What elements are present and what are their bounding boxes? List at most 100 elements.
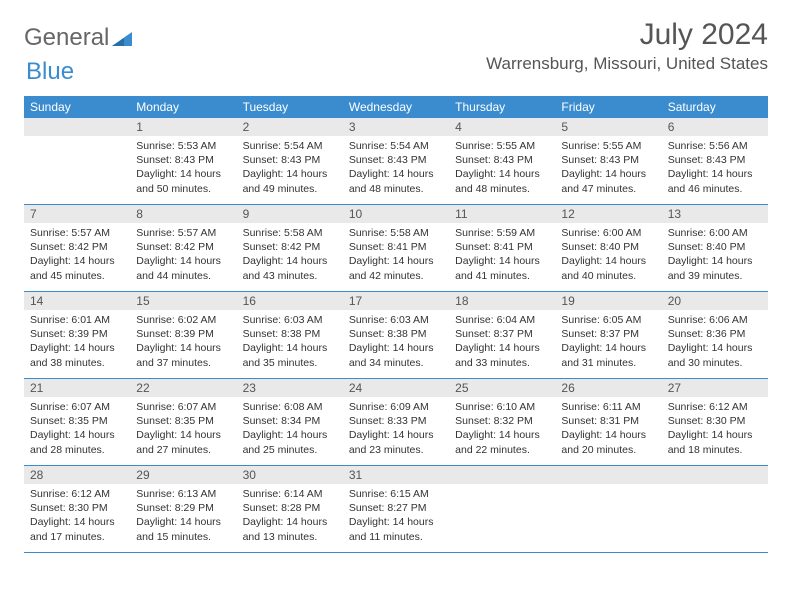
date-number: 10 [343, 205, 449, 223]
day-cell: 26Sunrise: 6:11 AMSunset: 8:31 PMDayligh… [555, 379, 661, 465]
date-number: 9 [237, 205, 343, 223]
date-number: 4 [449, 118, 555, 136]
day-cell: 29Sunrise: 6:13 AMSunset: 8:29 PMDayligh… [130, 466, 236, 552]
date-number: 24 [343, 379, 449, 397]
weeks-container: 1Sunrise: 5:53 AMSunset: 8:43 PMDaylight… [24, 118, 768, 553]
empty-cell [555, 466, 661, 552]
day-cell: 22Sunrise: 6:07 AMSunset: 8:35 PMDayligh… [130, 379, 236, 465]
day-details [555, 484, 661, 544]
day-cell: 9Sunrise: 5:58 AMSunset: 8:42 PMDaylight… [237, 205, 343, 291]
empty-cell [449, 466, 555, 552]
day-details: Sunrise: 6:14 AMSunset: 8:28 PMDaylight:… [237, 484, 343, 550]
date-number: 20 [662, 292, 768, 310]
day-header-cell: Sunday [24, 96, 130, 118]
date-number: 2 [237, 118, 343, 136]
brand-text-2: Blue [26, 58, 74, 85]
date-number: 27 [662, 379, 768, 397]
date-number: 17 [343, 292, 449, 310]
calendar-grid: SundayMondayTuesdayWednesdayThursdayFrid… [24, 96, 768, 553]
week-row: 1Sunrise: 5:53 AMSunset: 8:43 PMDaylight… [24, 118, 768, 205]
day-header-row: SundayMondayTuesdayWednesdayThursdayFrid… [24, 96, 768, 118]
day-cell: 3Sunrise: 5:54 AMSunset: 8:43 PMDaylight… [343, 118, 449, 204]
date-number [24, 118, 130, 136]
day-details: Sunrise: 6:12 AMSunset: 8:30 PMDaylight:… [662, 397, 768, 463]
day-cell: 16Sunrise: 6:03 AMSunset: 8:38 PMDayligh… [237, 292, 343, 378]
day-details: Sunrise: 6:08 AMSunset: 8:34 PMDaylight:… [237, 397, 343, 463]
day-cell: 13Sunrise: 6:00 AMSunset: 8:40 PMDayligh… [662, 205, 768, 291]
day-details: Sunrise: 5:56 AMSunset: 8:43 PMDaylight:… [662, 136, 768, 202]
date-number: 29 [130, 466, 236, 484]
day-cell: 30Sunrise: 6:14 AMSunset: 8:28 PMDayligh… [237, 466, 343, 552]
day-header-cell: Wednesday [343, 96, 449, 118]
day-details: Sunrise: 6:13 AMSunset: 8:29 PMDaylight:… [130, 484, 236, 550]
date-number: 15 [130, 292, 236, 310]
date-number: 23 [237, 379, 343, 397]
day-cell: 1Sunrise: 5:53 AMSunset: 8:43 PMDaylight… [130, 118, 236, 204]
day-details: Sunrise: 6:00 AMSunset: 8:40 PMDaylight:… [662, 223, 768, 289]
week-row: 7Sunrise: 5:57 AMSunset: 8:42 PMDaylight… [24, 205, 768, 292]
day-details: Sunrise: 5:58 AMSunset: 8:41 PMDaylight:… [343, 223, 449, 289]
day-details: Sunrise: 5:54 AMSunset: 8:43 PMDaylight:… [343, 136, 449, 202]
day-details: Sunrise: 6:09 AMSunset: 8:33 PMDaylight:… [343, 397, 449, 463]
week-row: 28Sunrise: 6:12 AMSunset: 8:30 PMDayligh… [24, 466, 768, 553]
day-details: Sunrise: 6:12 AMSunset: 8:30 PMDaylight:… [24, 484, 130, 550]
day-details: Sunrise: 5:55 AMSunset: 8:43 PMDaylight:… [555, 136, 661, 202]
day-details: Sunrise: 5:58 AMSunset: 8:42 PMDaylight:… [237, 223, 343, 289]
day-details: Sunrise: 5:53 AMSunset: 8:43 PMDaylight:… [130, 136, 236, 202]
day-details: Sunrise: 5:57 AMSunset: 8:42 PMDaylight:… [130, 223, 236, 289]
date-number: 5 [555, 118, 661, 136]
date-number: 13 [662, 205, 768, 223]
empty-cell [24, 118, 130, 204]
day-details: Sunrise: 5:55 AMSunset: 8:43 PMDaylight:… [449, 136, 555, 202]
day-header-cell: Thursday [449, 96, 555, 118]
date-number: 7 [24, 205, 130, 223]
day-details [449, 484, 555, 544]
day-details: Sunrise: 5:54 AMSunset: 8:43 PMDaylight:… [237, 136, 343, 202]
day-details: Sunrise: 6:11 AMSunset: 8:31 PMDaylight:… [555, 397, 661, 463]
date-number: 12 [555, 205, 661, 223]
day-details: Sunrise: 6:02 AMSunset: 8:39 PMDaylight:… [130, 310, 236, 376]
date-number: 16 [237, 292, 343, 310]
date-number: 21 [24, 379, 130, 397]
date-number [555, 466, 661, 484]
brand-text-1: General [24, 24, 109, 52]
day-cell: 19Sunrise: 6:05 AMSunset: 8:37 PMDayligh… [555, 292, 661, 378]
day-cell: 12Sunrise: 6:00 AMSunset: 8:40 PMDayligh… [555, 205, 661, 291]
day-details: Sunrise: 6:03 AMSunset: 8:38 PMDaylight:… [237, 310, 343, 376]
date-number: 8 [130, 205, 236, 223]
brand-logo: General [24, 18, 133, 52]
day-details: Sunrise: 5:57 AMSunset: 8:42 PMDaylight:… [24, 223, 130, 289]
day-cell: 25Sunrise: 6:10 AMSunset: 8:32 PMDayligh… [449, 379, 555, 465]
day-details: Sunrise: 6:06 AMSunset: 8:36 PMDaylight:… [662, 310, 768, 376]
day-details: Sunrise: 6:07 AMSunset: 8:35 PMDaylight:… [24, 397, 130, 463]
day-details: Sunrise: 6:10 AMSunset: 8:32 PMDaylight:… [449, 397, 555, 463]
date-number: 11 [449, 205, 555, 223]
day-cell: 8Sunrise: 5:57 AMSunset: 8:42 PMDaylight… [130, 205, 236, 291]
day-cell: 31Sunrise: 6:15 AMSunset: 8:27 PMDayligh… [343, 466, 449, 552]
date-number: 1 [130, 118, 236, 136]
day-cell: 5Sunrise: 5:55 AMSunset: 8:43 PMDaylight… [555, 118, 661, 204]
day-header-cell: Saturday [662, 96, 768, 118]
day-cell: 27Sunrise: 6:12 AMSunset: 8:30 PMDayligh… [662, 379, 768, 465]
day-cell: 28Sunrise: 6:12 AMSunset: 8:30 PMDayligh… [24, 466, 130, 552]
day-details: Sunrise: 6:04 AMSunset: 8:37 PMDaylight:… [449, 310, 555, 376]
week-row: 14Sunrise: 6:01 AMSunset: 8:39 PMDayligh… [24, 292, 768, 379]
week-row: 21Sunrise: 6:07 AMSunset: 8:35 PMDayligh… [24, 379, 768, 466]
day-cell: 17Sunrise: 6:03 AMSunset: 8:38 PMDayligh… [343, 292, 449, 378]
day-details: Sunrise: 5:59 AMSunset: 8:41 PMDaylight:… [449, 223, 555, 289]
day-details: Sunrise: 6:03 AMSunset: 8:38 PMDaylight:… [343, 310, 449, 376]
day-cell: 10Sunrise: 5:58 AMSunset: 8:41 PMDayligh… [343, 205, 449, 291]
day-header-cell: Tuesday [237, 96, 343, 118]
date-number: 18 [449, 292, 555, 310]
date-number: 22 [130, 379, 236, 397]
day-cell: 7Sunrise: 5:57 AMSunset: 8:42 PMDaylight… [24, 205, 130, 291]
location-text: Warrensburg, Missouri, United States [486, 54, 768, 74]
day-details [24, 136, 130, 196]
day-cell: 24Sunrise: 6:09 AMSunset: 8:33 PMDayligh… [343, 379, 449, 465]
day-header-cell: Friday [555, 96, 661, 118]
day-cell: 20Sunrise: 6:06 AMSunset: 8:36 PMDayligh… [662, 292, 768, 378]
brand-triangle-icon [111, 29, 133, 47]
day-cell: 21Sunrise: 6:07 AMSunset: 8:35 PMDayligh… [24, 379, 130, 465]
day-cell: 18Sunrise: 6:04 AMSunset: 8:37 PMDayligh… [449, 292, 555, 378]
day-details [662, 484, 768, 544]
